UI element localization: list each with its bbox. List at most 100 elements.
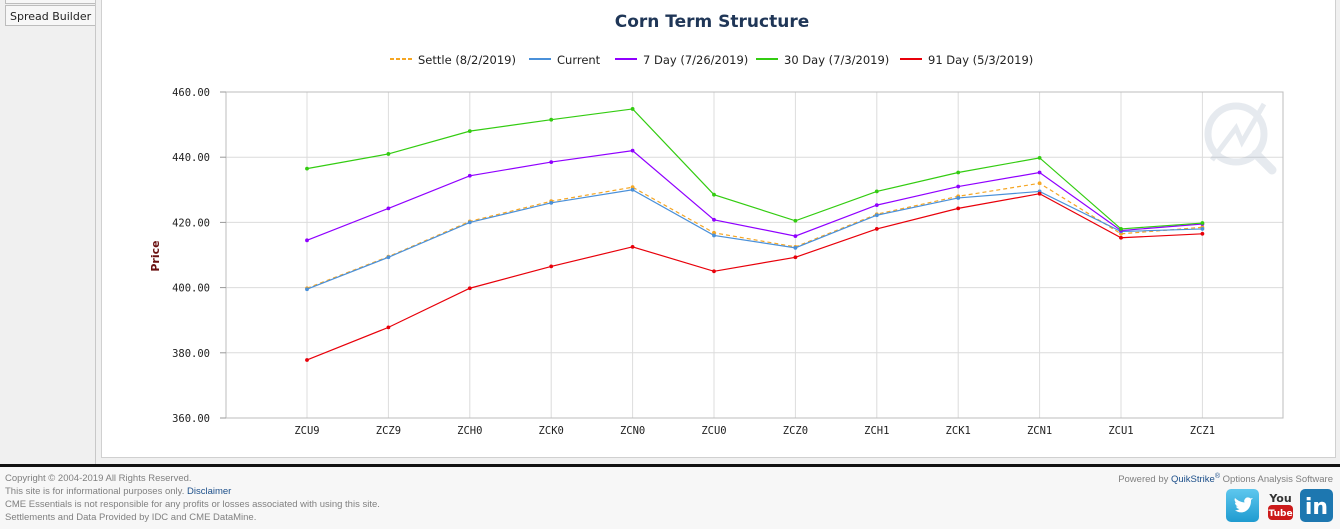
data-point[interactable] — [386, 152, 391, 156]
y-axis: 460.00 440.00 420.00 400.00 380.00 360.00 — [172, 87, 226, 425]
data-point[interactable] — [874, 227, 879, 231]
data-point[interactable] — [874, 203, 879, 208]
data-point[interactable] — [549, 117, 554, 122]
series-91 — [305, 191, 1205, 362]
data-point[interactable] — [793, 245, 798, 250]
data-point[interactable] — [1119, 235, 1123, 240]
y-tick-label: 360.00 — [172, 413, 210, 425]
data-point[interactable] — [793, 218, 798, 223]
y-axis-label: Price — [149, 240, 162, 271]
legend-label: 91 Day (5/3/2019) — [928, 53, 1033, 67]
data-point[interactable] — [712, 192, 716, 197]
footer-divider — [0, 464, 1340, 467]
x-tick-label: ZCK0 — [539, 425, 564, 437]
series-line — [306, 182, 1203, 289]
powered-by: Powered by QuikStrike® Options Analysis … — [1118, 473, 1333, 485]
legend-label: 30 Day (7/3/2019) — [784, 53, 889, 67]
legend[interactable]: Settle (8/2/2019) Current 7 Day (7/26/2019… — [390, 53, 1033, 67]
data-point[interactable] — [630, 107, 635, 111]
data-point[interactable] — [1200, 227, 1205, 231]
data-point[interactable] — [630, 244, 635, 249]
data-point[interactable] — [1037, 170, 1042, 175]
data-point[interactable] — [630, 187, 635, 192]
quikstrike-brand[interactable]: QuikStrike — [1171, 474, 1215, 486]
data-point[interactable] — [712, 233, 716, 238]
data-point[interactable] — [386, 255, 391, 260]
linkedin-icon[interactable]: in — [1300, 489, 1333, 522]
legend-item[interactable]: Current — [529, 53, 601, 67]
data-point[interactable] — [1200, 231, 1205, 236]
data-point[interactable] — [630, 185, 635, 190]
plot-border — [225, 91, 1284, 419]
data-point[interactable] — [467, 129, 472, 134]
quikstrike-link[interactable]: QuikStrike® — [1171, 473, 1220, 486]
data-point[interactable] — [386, 206, 391, 211]
chart-title: Corn Term Structure — [615, 12, 810, 32]
data-point[interactable] — [1119, 227, 1123, 231]
data-point[interactable] — [1037, 181, 1042, 186]
svg-text:Tube: Tube — [1268, 509, 1292, 519]
series-line — [306, 108, 1203, 230]
y-tick-label: 400.00 — [172, 283, 210, 295]
x-tick-label: ZCK1 — [946, 425, 971, 437]
series-layer — [305, 107, 1205, 362]
data-point[interactable] — [956, 196, 961, 200]
data-point[interactable] — [874, 213, 879, 218]
data-point[interactable] — [549, 264, 554, 269]
data-point[interactable] — [467, 173, 472, 178]
data-point[interactable] — [874, 189, 879, 194]
x-tick-label: ZCU9 — [294, 425, 319, 437]
legend-item[interactable]: 30 Day (7/3/2019) — [756, 53, 889, 67]
powered-suffix: Options Analysis Software — [1222, 474, 1333, 486]
data-point[interactable] — [793, 255, 798, 260]
legend-label: Current — [557, 53, 601, 67]
footer: Copyright © 2004-2019 All Rights Reserve… — [0, 467, 1340, 529]
y-tick-label: 420.00 — [172, 217, 210, 229]
data-point[interactable] — [467, 220, 472, 225]
legend-item[interactable]: Settle (8/2/2019) — [390, 53, 516, 67]
chart: Corn Term Structure Settle (8/2/2019) Cur… — [149, 12, 1284, 437]
data-point[interactable] — [712, 269, 716, 274]
spread-builder-button[interactable]: Spread Builder — [5, 5, 96, 26]
x-tick-label: ZCH1 — [864, 425, 889, 437]
data-point[interactable] — [712, 217, 716, 222]
powered-prefix: Powered by — [1118, 474, 1169, 486]
series-line — [306, 150, 1203, 241]
x-tick-label: ZCN0 — [620, 425, 645, 437]
data-point[interactable] — [1037, 191, 1042, 196]
twitter-icon[interactable] — [1226, 489, 1259, 522]
x-tick-label: ZCZ1 — [1190, 425, 1215, 437]
data-point[interactable] — [305, 166, 309, 171]
copyright-text: Copyright © 2004-2019 All Rights Reserve… — [5, 473, 192, 484]
series-7 — [305, 148, 1205, 243]
data-point[interactable] — [956, 170, 961, 175]
info-text: This site is for informational purposes … — [5, 486, 185, 497]
legend-item[interactable]: 7 Day (7/26/2019) — [615, 53, 748, 67]
data-point[interactable] — [305, 358, 309, 362]
data-point[interactable] — [956, 184, 961, 189]
x-tick-label: ZCU0 — [701, 425, 726, 437]
data-point[interactable] — [630, 148, 635, 153]
series-line — [306, 193, 1203, 361]
disclaimer-link[interactable]: Disclaimer — [187, 486, 232, 497]
y-tick-label: 380.00 — [172, 348, 210, 360]
data-point[interactable] — [386, 325, 391, 330]
data-point[interactable] — [467, 286, 472, 291]
x-axis: ZCU9 ZCZ9 ZCH0 ZCK0 ZCN0 ZCU0 ZCZ0 ZCH1 ZCK1 ZCN1… — [294, 425, 1215, 437]
data-point[interactable] — [956, 206, 961, 211]
legend-item[interactable]: 91 Day (5/3/2019) — [900, 53, 1033, 67]
x-tick-label: ZCU1 — [1108, 425, 1133, 437]
data-point[interactable] — [549, 200, 554, 205]
youtube-icon[interactable]: You Tube — [1264, 489, 1297, 522]
series-line — [306, 189, 1203, 290]
data-point[interactable] — [549, 160, 554, 164]
data-point[interactable] — [305, 287, 309, 292]
data-point[interactable] — [1200, 221, 1205, 225]
data-point[interactable] — [1037, 155, 1042, 160]
data-point[interactable] — [793, 234, 798, 238]
y-tick-label: 440.00 — [172, 152, 210, 164]
data-point[interactable] — [305, 238, 309, 243]
responsibility-text: CME Essentials is not responsible for an… — [5, 499, 380, 510]
data-point[interactable] — [712, 230, 716, 235]
svg-text:You: You — [1268, 492, 1291, 505]
